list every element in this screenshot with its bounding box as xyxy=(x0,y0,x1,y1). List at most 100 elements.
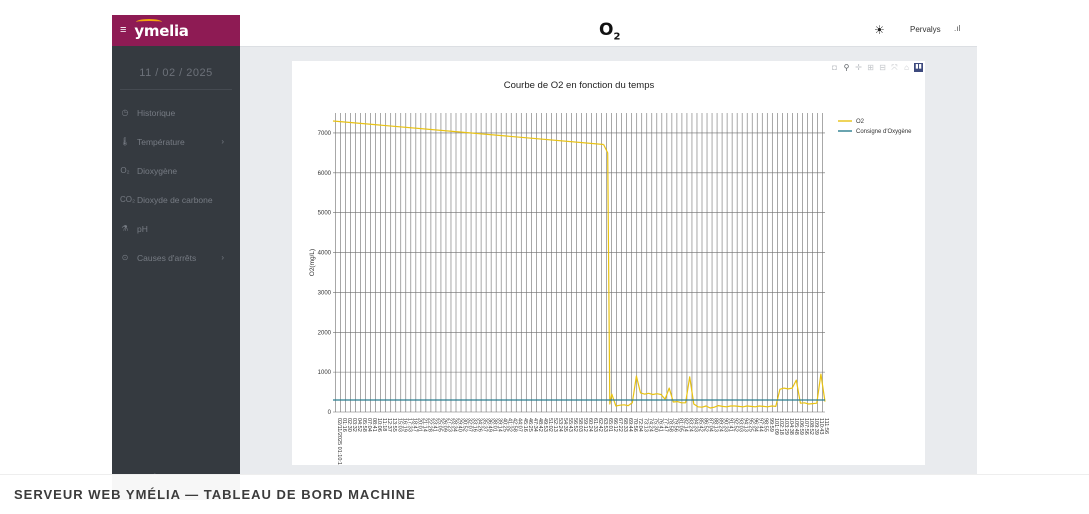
x-tick-label: 35:37 xyxy=(482,418,488,432)
x-tick-label: 96:34 xyxy=(753,418,759,432)
x-tick-label: 67:22 xyxy=(617,418,623,432)
x-tick-label: 88:13 xyxy=(713,418,719,432)
x-tick-label: 72:04 xyxy=(637,418,643,432)
caption-bar: SERVEUR WEB YMÉLIA — TABLEAU DE BORD MAC… xyxy=(0,474,1089,514)
x-tick-label: 63:53 xyxy=(602,418,608,432)
sidebar-item-label: Dioxyde de carbone xyxy=(137,194,213,205)
sidebar-item-historique[interactable]: ◷ Historique xyxy=(112,98,240,127)
x-tick-label: 61:33 xyxy=(592,418,598,432)
x-tick-label: 04:52 xyxy=(356,418,362,432)
x-tick-label: 34:26 xyxy=(477,418,483,432)
chevron-right-icon: › xyxy=(221,253,224,262)
x-tick-label: 02/11/2025 01:10:10 xyxy=(336,418,342,465)
zoom-in-icon[interactable]: ⊞ xyxy=(867,63,874,72)
y-tick-label: 5000 xyxy=(318,211,332,217)
sidebar-item-label: Causes d'arrêts xyxy=(137,252,197,263)
legend-entry[interactable]: O2 xyxy=(856,119,865,125)
page-title-base: O xyxy=(599,20,614,40)
reset-axes-icon[interactable]: ⌂ xyxy=(904,63,909,72)
chart-modebar: ◘ ⚲ ✛ ⊞ ⊟ ⤧ ⌂ ▮▮ xyxy=(830,63,923,72)
x-tick-label: 45:16 xyxy=(522,418,528,432)
x-tick-label: 65:01 xyxy=(607,418,613,432)
user-name[interactable]: Pervalys xyxy=(910,25,941,34)
brand-bar: ≡ ymelia xyxy=(112,15,240,46)
x-tick-label: 38:01 xyxy=(492,418,498,432)
zoom-out-icon[interactable]: ⊟ xyxy=(879,63,886,72)
y-tick-label: 2000 xyxy=(318,330,332,336)
x-tick-label: 69:44 xyxy=(627,418,633,432)
brand-logo[interactable]: ymelia xyxy=(134,18,189,40)
caption-text: SERVEUR WEB YMÉLIA — TABLEAU DE BORD MAC… xyxy=(14,487,416,502)
x-tick-label: 103:29 xyxy=(783,418,789,435)
brand-name: ymelia xyxy=(134,21,189,40)
co2-icon: CO₂ xyxy=(120,195,136,204)
x-tick-label: 53:24 xyxy=(557,418,563,432)
zoom-icon[interactable]: ⚲ xyxy=(843,63,850,72)
o2-chart[interactable]: Courbe de O2 en fonction du temps 02/11/2… xyxy=(292,61,925,465)
y-tick-label: 1000 xyxy=(318,370,332,376)
signal-icon[interactable]: .ıl xyxy=(954,24,961,33)
sidebar-item-causes-d-arr-ts[interactable]: ⊙ Causes d'arrêts › xyxy=(112,243,240,272)
sidebar-menu: ◷ Historique 🌡 Température › O₂ Dioxygène CO₂ Di… xyxy=(112,98,240,272)
x-tick-label: 86:52 xyxy=(703,418,709,432)
chart-title: Courbe de O2 en fonction du temps xyxy=(504,80,655,91)
x-tick-label: 74:24 xyxy=(647,418,653,432)
legend-entry[interactable]: Consigne d'Oxygène xyxy=(856,129,912,135)
x-tick-label: 83:24 xyxy=(687,418,693,432)
x-tick-label: 10:06 xyxy=(376,418,382,432)
x-tick-label: 109:39 xyxy=(813,418,819,435)
x-tick-label: 75:30 xyxy=(652,418,658,432)
x-tick-label: 07:04 xyxy=(366,418,372,432)
x-tick-label: 77:47 xyxy=(662,418,668,432)
x-tick-label: 89:24 xyxy=(718,418,724,432)
plotly-logo-icon[interactable]: ▮▮ xyxy=(914,63,923,72)
x-tick-label: 108:52 xyxy=(808,418,814,435)
pan-icon[interactable]: ✛ xyxy=(855,63,862,72)
sidebar-item-temp-rature[interactable]: 🌡 Température › xyxy=(112,127,240,156)
hamburger-menu-icon[interactable]: ≡ xyxy=(120,24,127,36)
x-tick-label: 58:03 xyxy=(577,418,583,432)
y-axis-label: O2(mg/L) xyxy=(309,249,316,276)
x-tick-label: 101:09 xyxy=(773,418,779,435)
app-window: ≡ ymelia 11 / 02 / 2025 ◷ Historique 🌡 Temp… xyxy=(112,15,977,500)
theme-toggle-sun-icon[interactable]: ☀ xyxy=(874,23,885,37)
sidebar-item-label: Température xyxy=(137,136,185,147)
series-line-o2[interactable] xyxy=(332,120,604,146)
x-tick-label: 93:03 xyxy=(738,418,744,432)
sidebar-item-dioxyg-ne[interactable]: O₂ Dioxygène xyxy=(112,156,240,185)
x-tick-label: 98:55 xyxy=(763,418,769,432)
x-tick-label: 42:58 xyxy=(512,418,518,432)
x-tick-label: 46:25 xyxy=(527,418,533,432)
sidebar-item-dioxyde-de-carbone[interactable]: CO₂ Dioxyde de carbone xyxy=(112,185,240,214)
current-date: 11 / 02 / 2025 xyxy=(139,67,213,79)
page-title-subscript: 2 xyxy=(613,31,621,43)
x-tick-label: 13:55 xyxy=(391,418,397,432)
x-tick-label: 79:56 xyxy=(672,418,678,432)
x-tick-label: 62:42 xyxy=(597,418,603,432)
x-tick-label: 66:12 xyxy=(612,418,618,432)
x-tick-label: 82:14 xyxy=(682,418,688,432)
x-tick-label: 20:01 xyxy=(416,418,422,432)
x-tick-label: 60:24 xyxy=(587,418,593,432)
x-tick-label: 99:59 xyxy=(768,418,774,432)
x-tick-label: 05:58 xyxy=(361,418,367,432)
x-tick-label: 18:47 xyxy=(411,418,417,432)
sidebar-item-ph[interactable]: ⚗ pH xyxy=(112,214,240,243)
x-tick-label: 08:41 xyxy=(371,418,377,432)
x-tick-label: 15:03 xyxy=(396,418,402,432)
autoscale-icon[interactable]: ⤧ xyxy=(891,63,898,72)
x-tick-label: 81:05 xyxy=(677,418,683,432)
x-tick-label: 91:41 xyxy=(728,418,734,432)
history-icon: ◷ xyxy=(121,108,129,117)
x-tick-label: 12:37 xyxy=(386,418,392,432)
series-line-o2[interactable] xyxy=(603,144,826,409)
stop-cause-icon: ⊙ xyxy=(121,253,129,262)
x-tick-label: 111:56 xyxy=(823,418,829,434)
x-tick-label: 49:53 xyxy=(542,418,548,432)
x-tick-label: 92:52 xyxy=(733,418,739,432)
camera-icon[interactable]: ◘ xyxy=(832,63,837,72)
x-tick-label: 85:42 xyxy=(697,418,703,432)
x-tick-label: 106:59 xyxy=(798,418,804,435)
x-tick-label: 11:18 xyxy=(381,418,387,431)
sidebar: ≡ ymelia 11 / 02 / 2025 ◷ Historique 🌡 Temp… xyxy=(112,15,240,500)
